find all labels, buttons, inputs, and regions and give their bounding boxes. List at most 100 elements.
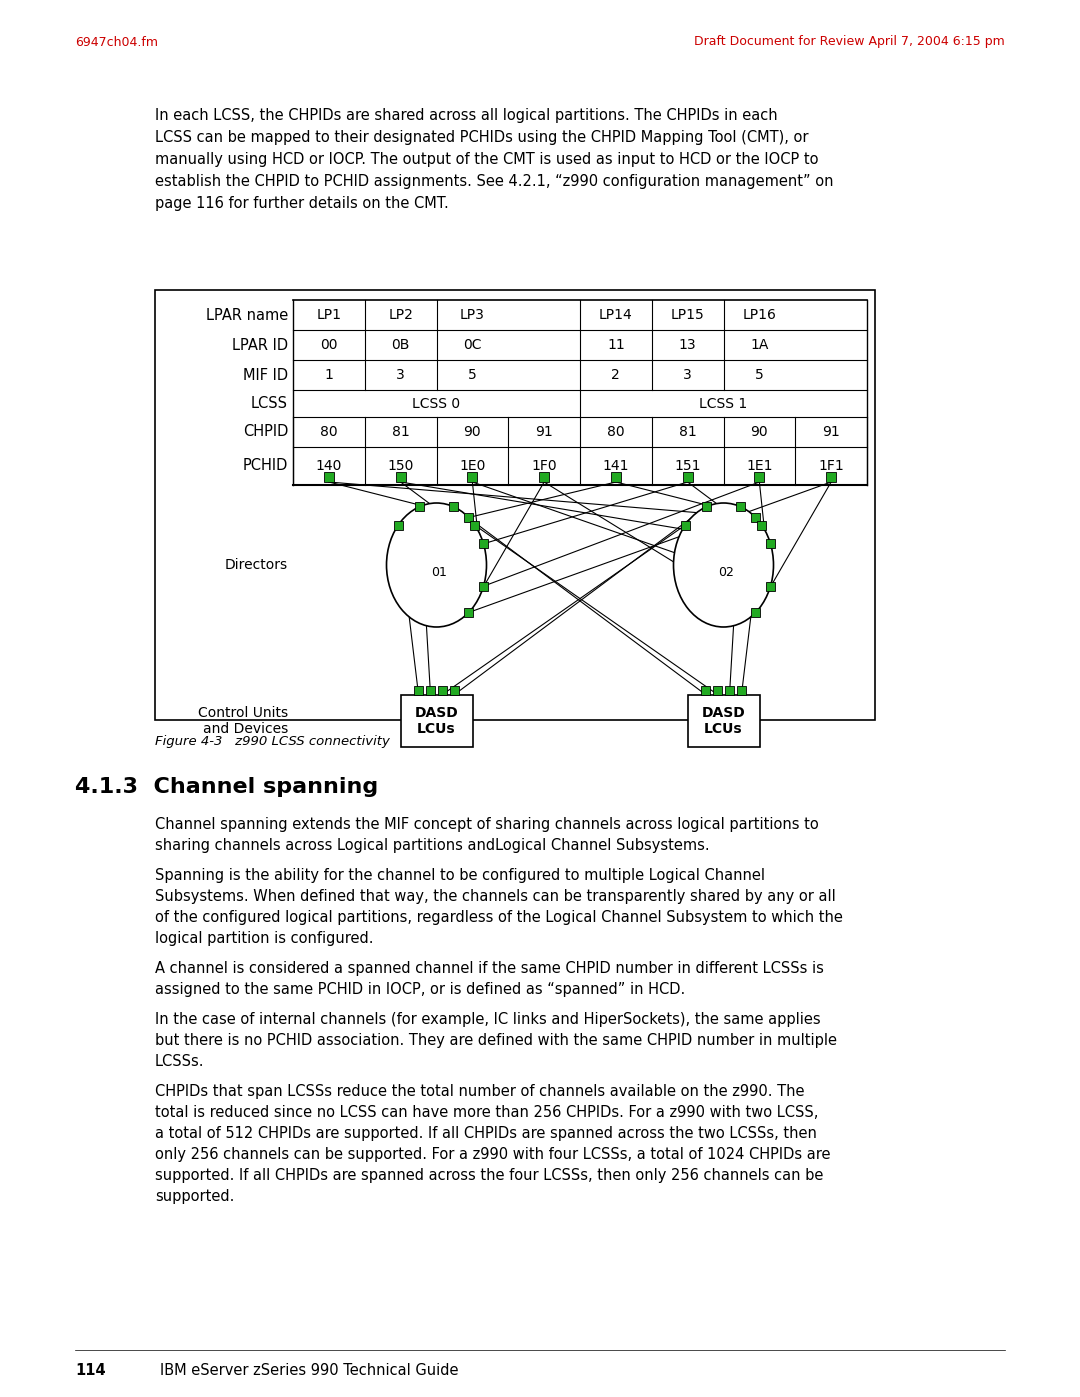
Text: establish the CHPID to PCHID assignments. See 4.2.1, “z990 configuration managem: establish the CHPID to PCHID assignments… — [156, 175, 834, 189]
Text: Control Units
and Devices: Control Units and Devices — [198, 705, 288, 736]
Text: 114: 114 — [75, 1363, 106, 1377]
Bar — [751, 513, 760, 522]
Text: LCSS: LCSS — [251, 395, 288, 411]
Text: 80: 80 — [607, 425, 624, 439]
Text: 81: 81 — [392, 425, 409, 439]
Bar — [701, 686, 710, 694]
Bar — [757, 521, 767, 529]
Text: CHPID: CHPID — [243, 425, 288, 440]
Text: LP3: LP3 — [460, 307, 485, 321]
Text: LP2: LP2 — [388, 307, 413, 321]
Text: Channel spanning extends the MIF concept of sharing channels across logical part: Channel spanning extends the MIF concept… — [156, 817, 819, 833]
Bar — [713, 686, 723, 694]
Bar — [480, 581, 488, 591]
Bar — [394, 521, 403, 529]
Text: 81: 81 — [678, 425, 697, 439]
Text: 2: 2 — [611, 367, 620, 381]
Text: assigned to the same PCHID in IOCP, or is defined as “spanned” in HCD.: assigned to the same PCHID in IOCP, or i… — [156, 982, 685, 997]
Bar — [737, 503, 745, 511]
Text: manually using HCD or IOCP. The output of the CMT is used as input to HCD or the: manually using HCD or IOCP. The output o… — [156, 152, 819, 168]
Bar — [688, 694, 759, 747]
Bar — [683, 472, 692, 482]
Text: 01: 01 — [432, 567, 447, 580]
Text: 90: 90 — [751, 425, 768, 439]
Ellipse shape — [387, 503, 486, 627]
Text: 140: 140 — [315, 460, 342, 474]
Text: logical partition is configured.: logical partition is configured. — [156, 930, 374, 946]
Text: PCHID: PCHID — [243, 458, 288, 474]
Text: DASD
LCUs: DASD LCUs — [415, 705, 458, 736]
Bar — [464, 608, 473, 617]
Bar — [450, 686, 459, 694]
Text: 1F1: 1F1 — [819, 460, 843, 474]
Text: page 116 for further details on the CMT.: page 116 for further details on the CMT. — [156, 196, 449, 211]
Text: 151: 151 — [674, 460, 701, 474]
Bar — [438, 686, 447, 694]
Bar — [826, 472, 836, 482]
Text: 0B: 0B — [391, 338, 409, 352]
Text: LP14: LP14 — [599, 307, 633, 321]
Text: 02: 02 — [718, 567, 734, 580]
Text: MIF ID: MIF ID — [243, 367, 288, 383]
Text: supported. If all CHPIDs are spanned across the four LCSSs, then only 256 channe: supported. If all CHPIDs are spanned acr… — [156, 1168, 823, 1183]
Text: A channel is considered a spanned channel if the same CHPID number in different : A channel is considered a spanned channe… — [156, 961, 824, 977]
Bar — [324, 472, 334, 482]
Bar — [702, 503, 711, 511]
Bar — [156, 291, 875, 719]
Text: 3: 3 — [396, 367, 405, 381]
Text: 3: 3 — [684, 367, 692, 381]
Text: 1E0: 1E0 — [459, 460, 486, 474]
Text: LCSS can be mapped to their designated PCHIDs using the CHPID Mapping Tool (CMT): LCSS can be mapped to their designated P… — [156, 130, 809, 145]
Bar — [395, 472, 406, 482]
Text: In the case of internal channels (for example, IC links and HiperSockets), the s: In the case of internal channels (for ex… — [156, 1011, 821, 1027]
Text: 91: 91 — [822, 425, 840, 439]
Text: 11: 11 — [607, 338, 624, 352]
Bar — [414, 686, 423, 694]
Text: LCSS 1: LCSS 1 — [700, 397, 747, 411]
Bar — [464, 513, 473, 522]
Text: supported.: supported. — [156, 1189, 234, 1204]
Bar — [751, 608, 760, 617]
Text: 5: 5 — [755, 367, 764, 381]
Text: IBM eServer zSeries 990 Technical Guide: IBM eServer zSeries 990 Technical Guide — [160, 1363, 459, 1377]
Text: LP16: LP16 — [742, 307, 777, 321]
Text: total is reduced since no LCSS can have more than 256 CHPIDs. For a z990 with tw: total is reduced since no LCSS can have … — [156, 1105, 819, 1120]
Bar — [611, 472, 621, 482]
Text: 1: 1 — [324, 367, 334, 381]
Text: Draft Document for Review April 7, 2004 6:15 pm: Draft Document for Review April 7, 2004 … — [694, 35, 1005, 49]
Text: but there is no PCHID association. They are defined with the same CHPID number i: but there is no PCHID association. They … — [156, 1032, 837, 1048]
Text: 4.1.3  Channel spanning: 4.1.3 Channel spanning — [75, 777, 378, 798]
Text: a total of 512 CHPIDs are supported. If all CHPIDs are spanned across the two LC: a total of 512 CHPIDs are supported. If … — [156, 1126, 816, 1141]
Text: sharing channels across Logical partitions and​Logical Channel Subsystems.: sharing channels across Logical partitio… — [156, 838, 710, 854]
Text: LP15: LP15 — [671, 307, 704, 321]
Bar — [766, 581, 775, 591]
Text: 90: 90 — [463, 425, 482, 439]
Text: 91: 91 — [536, 425, 553, 439]
Text: LP1: LP1 — [316, 307, 341, 321]
Bar — [401, 694, 473, 747]
Text: of the configured logical partitions, regardless of the Logical Channel Subsyste: of the configured logical partitions, re… — [156, 909, 842, 925]
Bar — [468, 472, 477, 482]
Text: 6947ch04.fm: 6947ch04.fm — [75, 35, 158, 49]
Text: LPAR name: LPAR name — [206, 307, 288, 323]
Bar — [754, 472, 765, 482]
Text: only 256 channels can be supported. For a z990 with four LCSSs, a total of 1024 : only 256 channels can be supported. For … — [156, 1147, 831, 1162]
Bar — [449, 503, 458, 511]
Text: 1F0: 1F0 — [531, 460, 557, 474]
Text: 13: 13 — [679, 338, 697, 352]
Text: In each LCSS, the CHPIDs are shared across all logical partitions. The CHPIDs in: In each LCSS, the CHPIDs are shared acro… — [156, 108, 778, 123]
Text: 80: 80 — [320, 425, 338, 439]
Text: DASD
LCUs: DASD LCUs — [702, 705, 745, 736]
Text: LCSSs.: LCSSs. — [156, 1053, 204, 1069]
Bar — [415, 503, 423, 511]
Text: LPAR ID: LPAR ID — [232, 338, 288, 352]
Bar — [470, 521, 480, 529]
Bar — [539, 472, 549, 482]
Text: LCSS 0: LCSS 0 — [413, 397, 460, 411]
Bar — [725, 686, 734, 694]
Text: 141: 141 — [603, 460, 630, 474]
Text: Spanning is the ability for the channel to be configured to multiple Logical Cha: Spanning is the ability for the channel … — [156, 868, 765, 883]
Bar — [480, 539, 488, 548]
Text: Figure 4-3   z990 LCSS connectivity: Figure 4-3 z990 LCSS connectivity — [156, 735, 390, 747]
Text: 0C: 0C — [463, 338, 482, 352]
